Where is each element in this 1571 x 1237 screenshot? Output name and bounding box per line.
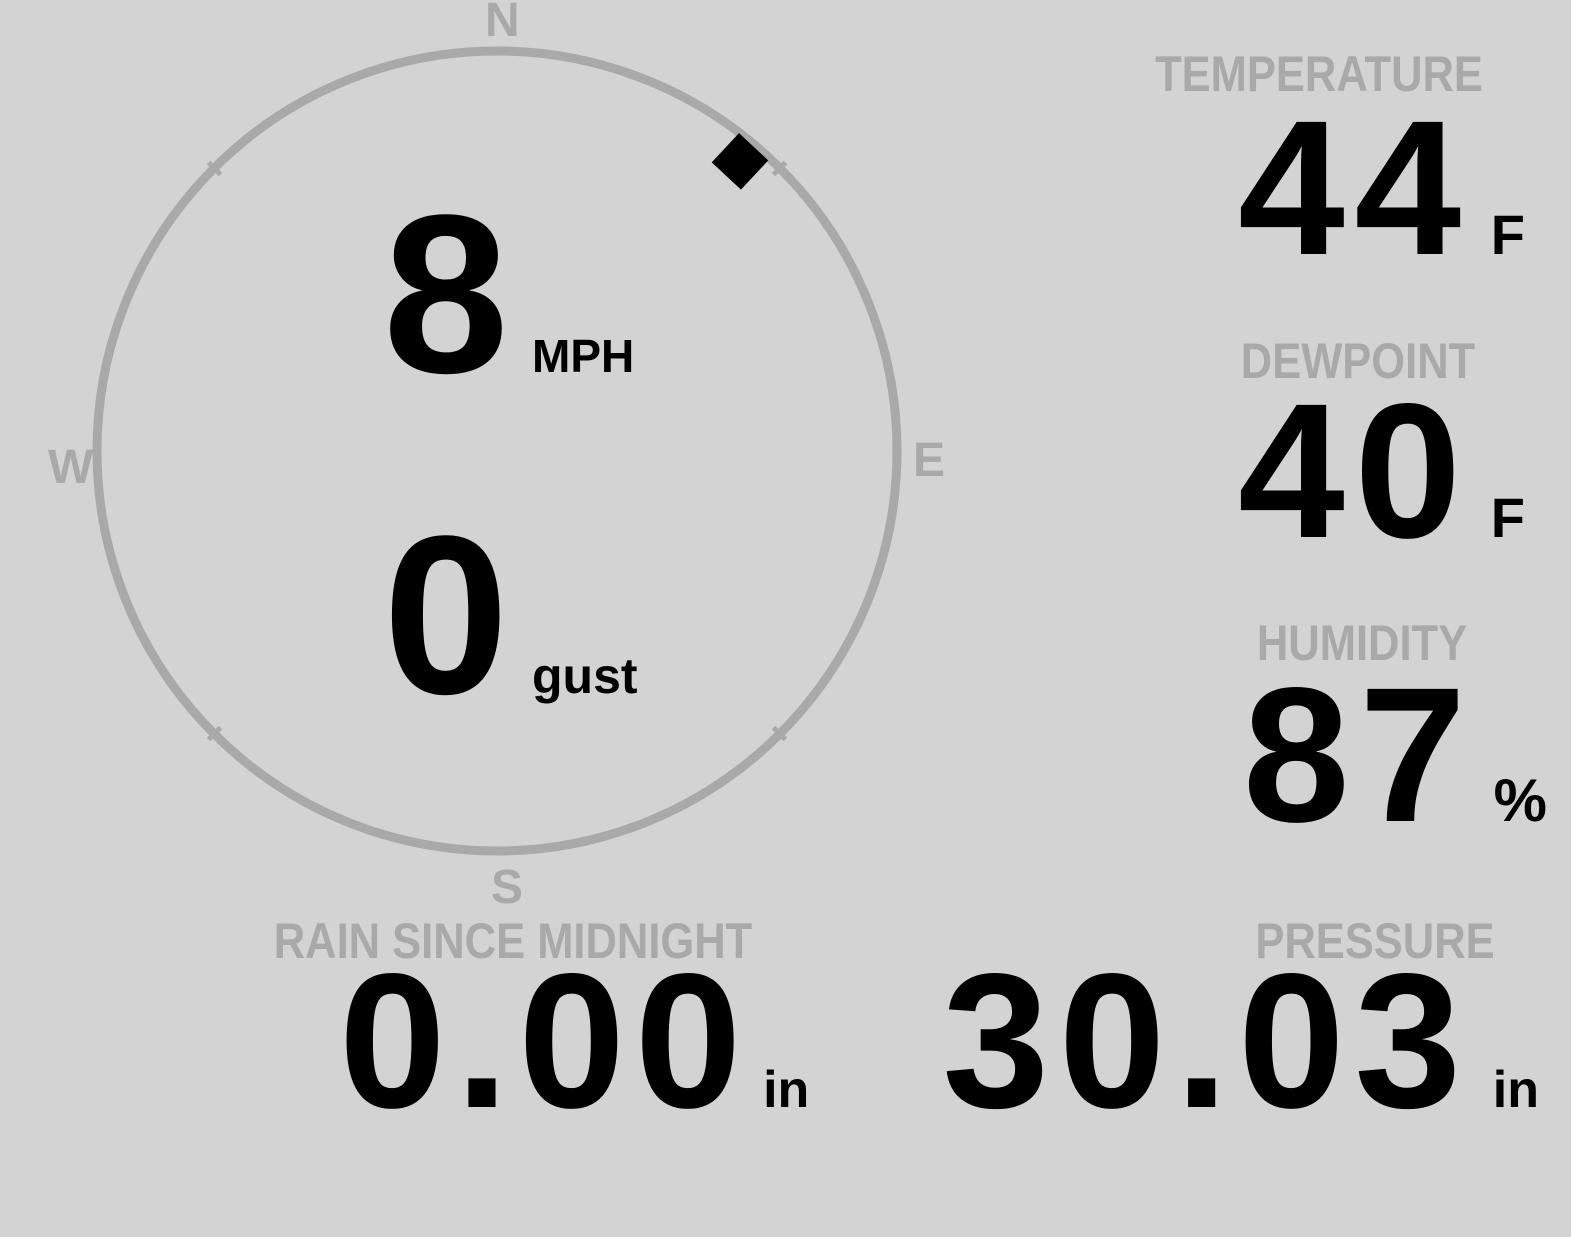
humidity-unit: % — [1493, 767, 1547, 834]
rain-value: 0.00 — [339, 933, 752, 1148]
humidity-group: 87 % — [1243, 659, 1547, 851]
dewpoint-value: 40 — [1238, 363, 1471, 578]
wind-gust-value: 0 — [383, 488, 520, 741]
compass-label-south: S — [491, 861, 524, 914]
compass-label-west: W — [48, 441, 94, 494]
pressure-label: PRESSURE — [1255, 913, 1495, 969]
temperature-unit: F — [1490, 203, 1525, 266]
pressure-group: 30.03 in — [942, 945, 1539, 1137]
compass-tick-sw — [206, 725, 223, 742]
compass-tick-se — [771, 725, 788, 742]
compass-tick-ne — [771, 160, 788, 177]
dewpoint-label: DEWPOINT — [1240, 333, 1476, 389]
compass-label-east: E — [913, 434, 946, 487]
wind-speed-group: 8 MPH — [383, 181, 634, 407]
rain-label: RAIN SINCE MIDNIGHT — [273, 913, 753, 969]
temperature-label: TEMPERATURE — [1155, 46, 1483, 102]
pressure-value: 30.03 — [942, 933, 1471, 1148]
rain-unit: in — [763, 1061, 810, 1119]
pressure-unit: in — [1492, 1061, 1539, 1119]
humidity-label: HUMIDITY — [1256, 615, 1468, 671]
wind-gust-unit: gust — [532, 648, 638, 704]
humidity-value: 87 — [1242, 647, 1476, 862]
compass-tick-nw — [206, 160, 223, 177]
wind-direction-indicator — [711, 133, 769, 190]
compass-circle — [92, 46, 902, 856]
temperature-value: 44 — [1238, 80, 1471, 295]
compass-label-north: N — [485, 0, 520, 47]
wind-gust-group: 0 gust — [383, 502, 638, 728]
wind-speed-value: 8 — [383, 167, 520, 420]
temperature-group: 44 F — [1238, 92, 1525, 284]
dewpoint-unit: F — [1490, 486, 1525, 549]
rain-group: 0.00 in — [339, 945, 809, 1137]
dewpoint-group: 40 F — [1238, 375, 1525, 567]
wind-speed-unit: MPH — [532, 330, 635, 382]
